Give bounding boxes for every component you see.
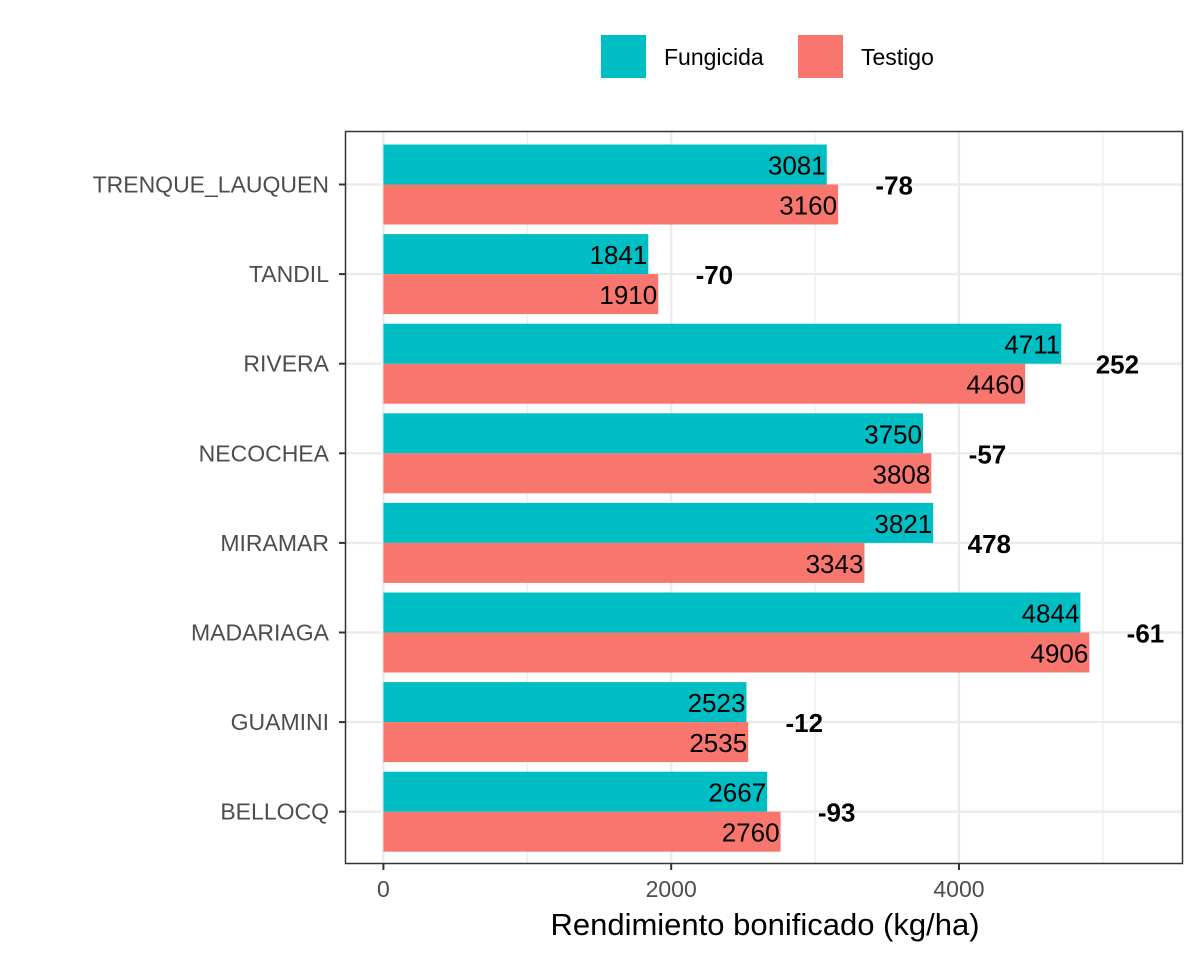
bar-fungicida-miramar	[383, 502, 934, 543]
bar-testigo-madariaga	[383, 632, 1090, 673]
bar-fungicida-bellocq	[383, 771, 768, 812]
value-label-testigo-miramar: 3343	[806, 549, 864, 579]
value-label-fungicida-necochea: 3750	[864, 419, 922, 449]
x-tick-label-0: 0	[377, 876, 390, 902]
value-label-fungicida-madariaga: 4844	[1022, 599, 1080, 629]
legend-label-testigo: Testigo	[861, 44, 934, 70]
y-tick-label-miramar: MIRAMAR	[220, 530, 329, 556]
y-tick-label-guamini: GUAMINI	[231, 709, 329, 735]
value-label-testigo-tandil: 1910	[599, 280, 657, 310]
value-label-fungicida-rivera: 4711	[1004, 330, 1060, 360]
bars	[383, 144, 1090, 852]
difference-label-rivera: 252	[1096, 350, 1139, 380]
y-axis: TRENQUE_LAUQUEN TANDIL RIVERA NECOCHEA MIRAM…	[93, 172, 346, 825]
legend-label-fungicida: Fungicida	[664, 44, 764, 70]
value-label-fungicida-trenque-lauquen: 3081	[768, 151, 826, 181]
value-label-testigo-bellocq: 2760	[722, 818, 780, 848]
difference-label-tandil: -70	[696, 260, 734, 290]
y-tick-label-tandil: TANDIL	[249, 261, 329, 287]
bar-fungicida-madariaga	[383, 592, 1081, 633]
value-label-testigo-guamini: 2535	[689, 728, 747, 758]
bar-fungicida-rivera	[383, 323, 1062, 364]
value-label-fungicida-tandil: 1841	[589, 240, 647, 270]
y-tick-label-necochea: NECOCHEA	[199, 440, 330, 466]
bar-testigo-bellocq	[383, 811, 781, 852]
value-label-testigo-necochea: 3808	[873, 459, 931, 489]
bar-fungicida-tandil	[383, 234, 649, 275]
y-tick-label-madariaga: MADARIAGA	[191, 620, 330, 646]
legend-swatch-fungicida	[601, 35, 646, 78]
bar-testigo-trenque-lauquen	[383, 184, 839, 225]
bar-testigo-rivera	[383, 363, 1026, 404]
value-label-fungicida-bellocq: 2667	[708, 778, 766, 808]
value-label-testigo-madariaga: 4906	[1030, 639, 1088, 669]
difference-labels: -78 -70 252 -57 478 -61 -12 -93	[696, 171, 1165, 828]
value-label-fungicida-guamini: 2523	[688, 688, 746, 718]
bar-testigo-miramar	[383, 542, 865, 583]
panel-border	[344, 130, 1184, 865]
difference-label-madariaga: -61	[1127, 619, 1165, 649]
value-label-testigo-rivera: 4460	[966, 370, 1024, 400]
value-labels: 3081 3160 1841 1910 4711 4460 3750 3808 3821 3343…	[589, 151, 1088, 848]
y-tick-label-trenque-lauquen: TRENQUE_LAUQUEN	[93, 172, 329, 198]
x-axis-title: Rendimiento bonificado (kg/ha)	[550, 907, 979, 942]
x-axis: 0 2000 4000	[377, 863, 985, 902]
difference-label-necochea: -57	[969, 439, 1007, 469]
value-label-fungicida-miramar: 3821	[874, 509, 932, 539]
bar-testigo-guamini	[383, 722, 749, 763]
legend: Fungicida Testigo	[601, 35, 934, 78]
legend-swatch-testigo	[798, 35, 843, 78]
difference-label-miramar: 478	[968, 529, 1011, 559]
bar-fungicida-trenque-lauquen	[383, 144, 827, 185]
difference-label-guamini: -12	[786, 708, 824, 738]
bar-testigo-necochea	[383, 453, 932, 494]
x-tick-label-2000: 2000	[646, 876, 697, 902]
bar-fungicida-guamini	[383, 682, 747, 723]
value-label-testigo-trenque-lauquen: 3160	[779, 191, 837, 221]
bar-testigo-tandil	[383, 274, 659, 315]
difference-label-trenque-lauquen: -78	[875, 171, 913, 201]
difference-label-bellocq: -93	[818, 798, 856, 828]
y-tick-label-rivera: RIVERA	[243, 351, 329, 377]
x-tick-label-4000: 4000	[933, 876, 984, 902]
y-tick-label-bellocq: BELLOCQ	[220, 799, 329, 825]
bar-fungicida-necochea	[383, 413, 923, 454]
